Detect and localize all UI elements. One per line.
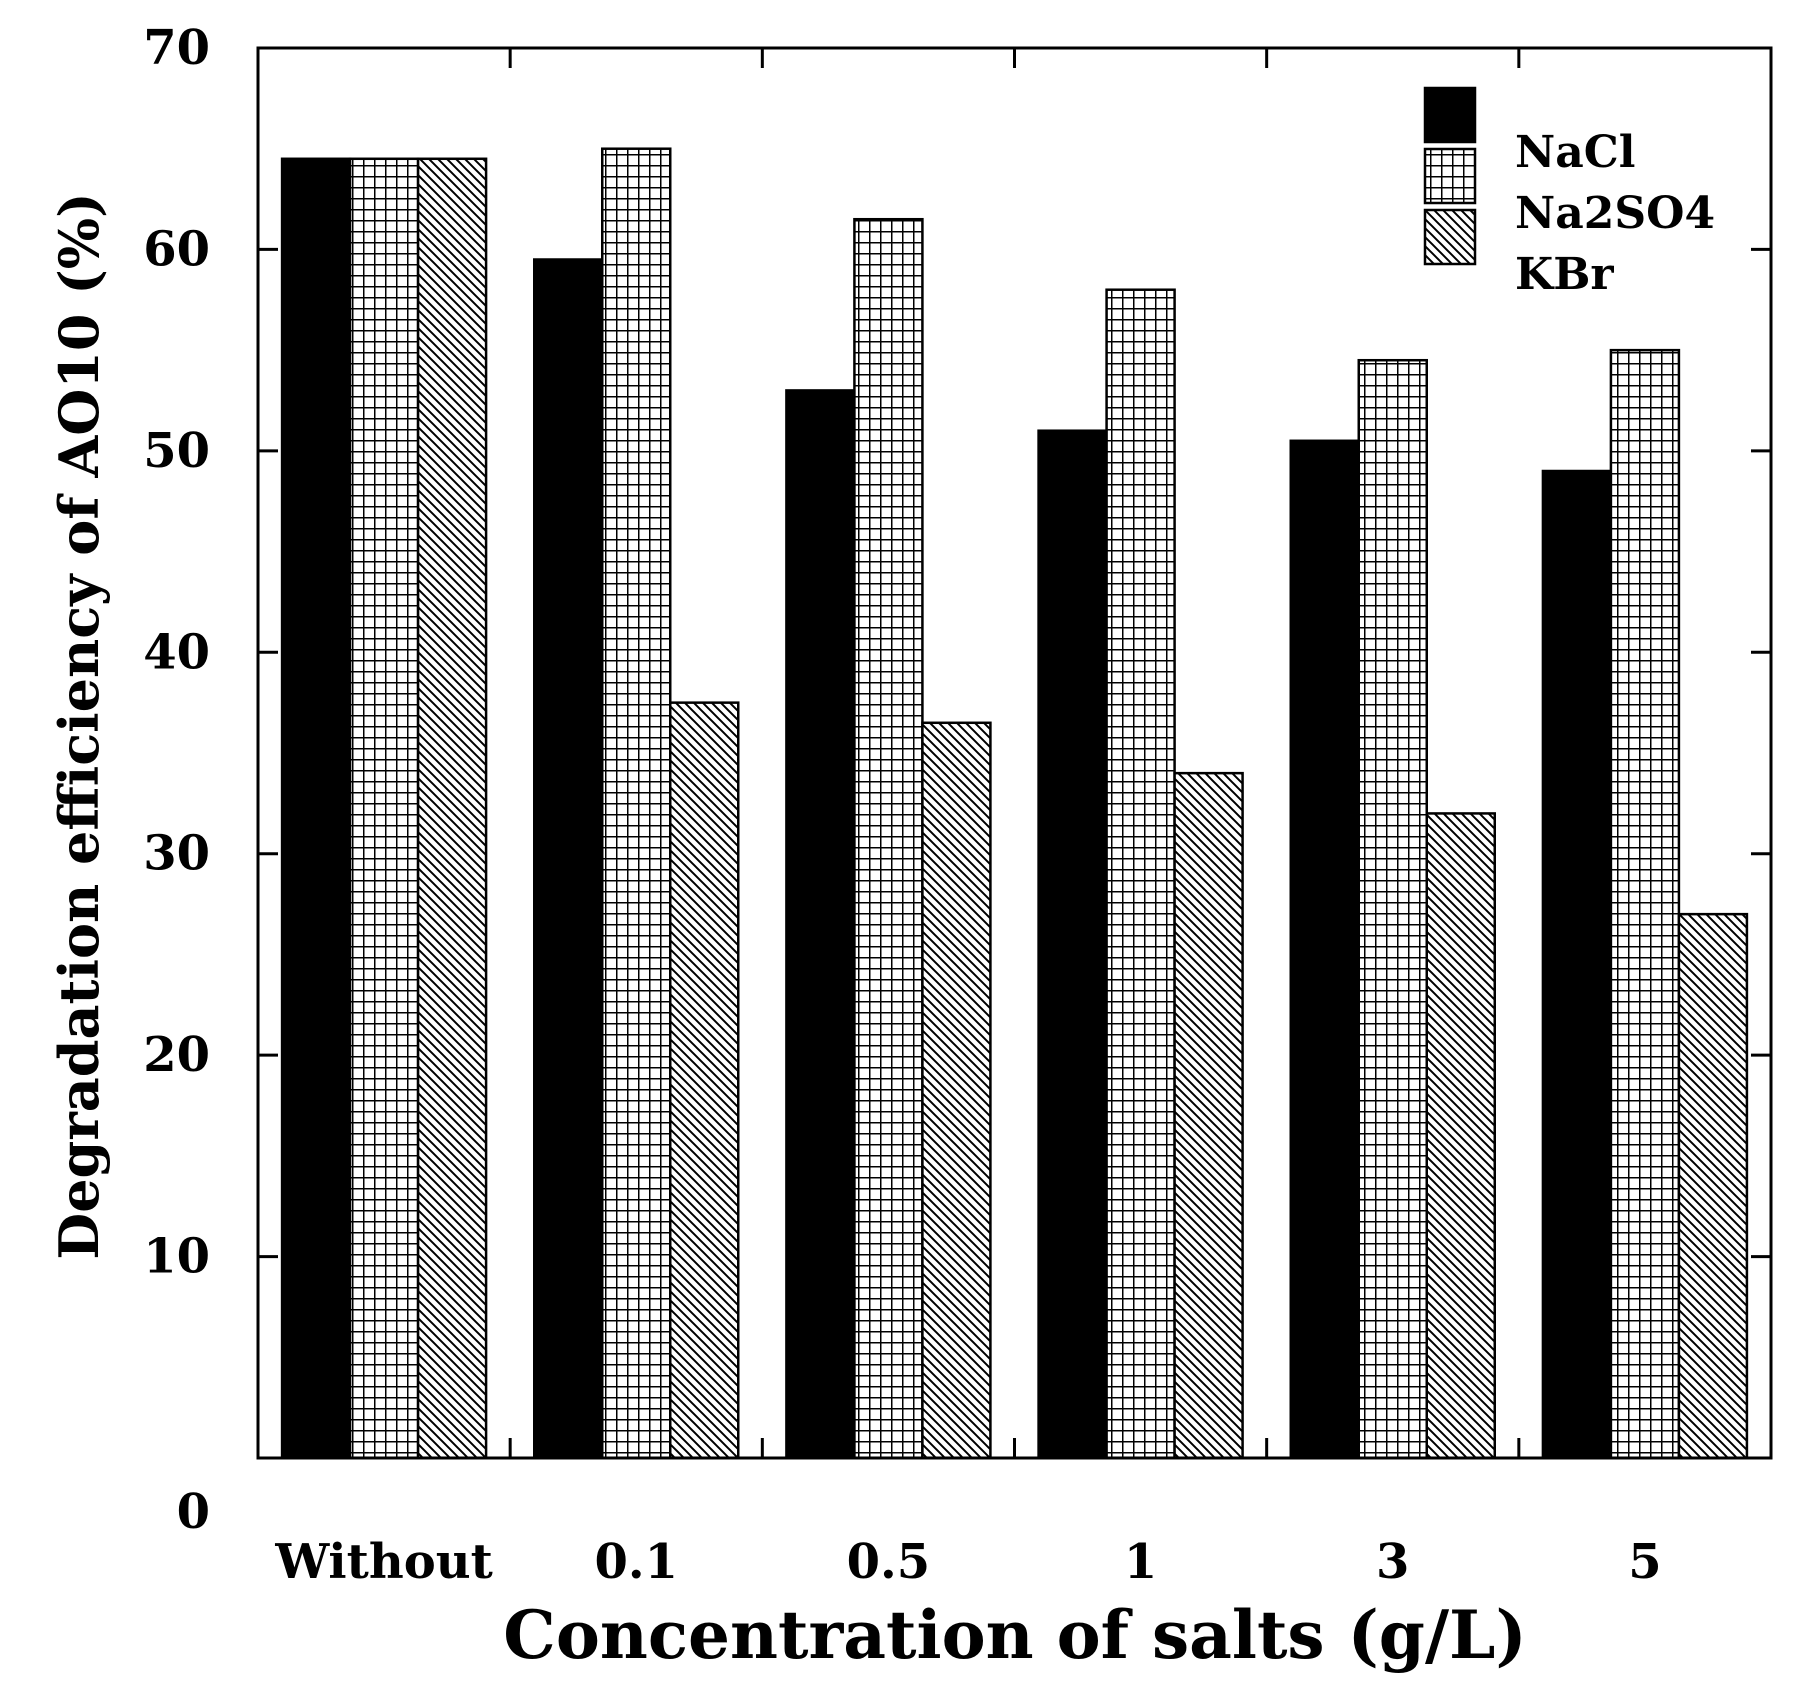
x-tick-label: Without — [274, 1534, 492, 1590]
labels-layer: 0 10 20 30 40 50 60 70 Without 0.1 0.5 1 3 5 Concentra… — [47, 20, 1662, 1674]
x-tick-label: 3 — [1376, 1534, 1409, 1590]
y-tick-label: 10 — [143, 1229, 210, 1285]
legend-label-nacl: NaCl — [1515, 127, 1635, 178]
y-tick-label: 30 — [143, 826, 210, 882]
y-tick-label: 60 — [143, 221, 210, 277]
bar-kbr-0 — [416, 157, 488, 1460]
y-tick-label: 40 — [143, 624, 210, 680]
y-axis-title: Degradation efficiency of AO10 (%) — [47, 192, 111, 1259]
bar-nacl-0 — [280, 157, 352, 1460]
x-axis-title: Concentration of salts (g/L) — [503, 1596, 1526, 1674]
bar-nacl-2 — [785, 389, 856, 1460]
bar-kbr-2 — [921, 721, 992, 1460]
bar-na2so4-0 — [348, 157, 420, 1460]
legend-swatch-kbr — [1423, 208, 1477, 266]
legend-label-na2so4: Na2SO4 — [1515, 188, 1715, 239]
bar-kbr-3 — [1173, 771, 1244, 1460]
bar-na2so4-2 — [853, 217, 924, 1460]
x-tick-label: 0.5 — [847, 1534, 931, 1590]
y-tick-label: 50 — [143, 423, 210, 479]
y-tick-label: 70 — [143, 20, 210, 76]
x-tick-label: 1 — [1124, 1534, 1157, 1590]
x-tick-label: 5 — [1628, 1534, 1661, 1590]
legend-swatch-na2so4 — [1423, 147, 1477, 205]
bar-kbr-1 — [669, 701, 740, 1460]
bar-na2so4-4 — [1357, 358, 1428, 1460]
legend-label-kbr: KBr — [1515, 249, 1614, 300]
bar-nacl-4 — [1289, 439, 1360, 1460]
axes-layer — [256, 46, 1773, 1460]
bar-nacl-1 — [533, 258, 604, 1460]
bars-layer — [280, 147, 1749, 1460]
bar-na2so4-1 — [601, 147, 672, 1460]
y-tick-label: 0 — [177, 1484, 210, 1540]
bar-na2so4-5 — [1609, 348, 1681, 1460]
bar-kbr-4 — [1425, 812, 1496, 1460]
x-tick-label: 0.1 — [594, 1534, 678, 1590]
bar-kbr-5 — [1677, 912, 1749, 1460]
bar-na2so4-3 — [1105, 288, 1176, 1460]
y-tick-label: 20 — [143, 1027, 210, 1083]
bar-nacl-3 — [1037, 429, 1108, 1460]
legend: NaCl Na2SO4 KBr — [1423, 86, 1715, 300]
bar-nacl-5 — [1541, 469, 1613, 1460]
legend-swatch-nacl — [1423, 86, 1477, 144]
